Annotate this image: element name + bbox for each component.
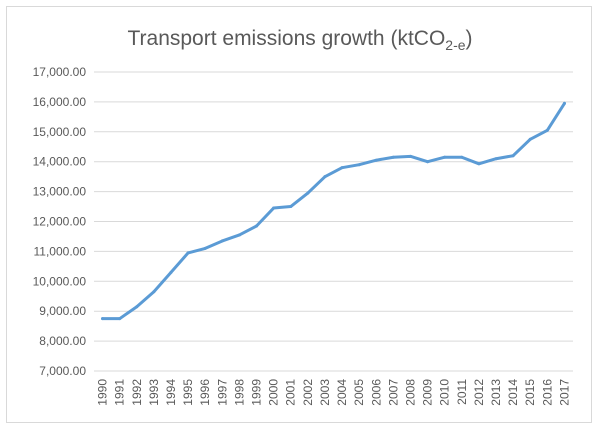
data-point (135, 305, 139, 309)
data-point (306, 191, 310, 195)
data-point (237, 233, 241, 237)
x-tick-label: 2007 (386, 379, 400, 406)
data-point (545, 128, 549, 132)
data-point (101, 317, 105, 321)
y-tick-label: 8,000.00 (39, 334, 86, 348)
x-tick-label: 1991 (113, 379, 127, 406)
chart-title-main: Transport emissions growth (ktCO (127, 27, 445, 50)
x-tick-label: 2009 (421, 379, 435, 406)
data-point (408, 154, 412, 158)
chart-title: Transport emissions growth (ktCO2-e) (127, 27, 472, 53)
data-point (528, 137, 532, 141)
data-point (477, 162, 481, 166)
y-tick-label: 14,000.00 (33, 155, 87, 169)
x-tick-label: 2011 (455, 379, 469, 405)
chart-title-subscript: 2-e (445, 37, 465, 53)
x-tick-label: 2000 (267, 379, 281, 406)
data-point (391, 155, 395, 159)
x-tick-label: 2005 (352, 379, 366, 406)
series-line (101, 101, 566, 321)
x-tick-label: 1999 (250, 379, 264, 406)
data-point (340, 166, 344, 170)
y-tick-label: 10,000.00 (33, 274, 87, 288)
data-point (323, 175, 327, 179)
x-tick-label: 1994 (164, 379, 178, 406)
data-point (562, 101, 566, 105)
x-tick-label: 1996 (198, 379, 212, 406)
data-point (203, 246, 207, 250)
data-point (186, 251, 190, 255)
x-tick-label: 2001 (284, 379, 298, 406)
x-tick-label: 1997 (215, 379, 229, 406)
data-point (289, 205, 293, 209)
y-tick-label: 13,000.00 (33, 185, 87, 199)
y-tick-label: 12,000.00 (33, 215, 87, 229)
x-tick-label: 2003 (318, 379, 332, 406)
x-tick-label: 2004 (335, 379, 349, 406)
x-tick-label: 2014 (506, 379, 520, 406)
data-point (374, 158, 378, 162)
y-tick-label: 15,000.00 (33, 125, 87, 139)
y-tick-label: 9,000.00 (39, 304, 86, 318)
data-point (220, 239, 224, 243)
x-tick-label: 2006 (369, 379, 383, 406)
x-tick-label: 1998 (232, 379, 246, 406)
x-tick-label: 1995 (181, 379, 195, 406)
y-axis-ticks: 7,000.00 8,000.00 9,000.00 10,000.00 11,000.… (33, 65, 87, 378)
x-tick-label: 2002 (301, 379, 315, 406)
emissions-line-chart: Transport emissions growth (ktCO2-e) 7,0… (33, 27, 573, 406)
x-tick-label: 2013 (489, 379, 503, 406)
data-point (169, 270, 173, 274)
gridlines (94, 71, 573, 372)
x-axis-ticks: 1990 1991 1992 1993 1994 1995 1996 1997 1998 1999… (96, 379, 572, 406)
data-point (255, 224, 259, 228)
x-tick-label: 1992 (130, 379, 144, 406)
chart-frame: Transport emissions growth (ktCO2-e) 7,0… (6, 6, 592, 423)
data-point (118, 317, 122, 321)
data-point (357, 163, 361, 167)
data-point (272, 206, 276, 210)
series-layer (101, 101, 566, 321)
y-tick-label: 7,000.00 (39, 364, 86, 378)
y-tick-label: 17,000.00 (33, 65, 87, 79)
data-point (511, 154, 515, 158)
data-point (460, 155, 464, 159)
chart-title-suffix: ) (466, 27, 473, 50)
data-point (443, 155, 447, 159)
x-tick-label: 2016 (540, 379, 554, 406)
x-tick-label: 2008 (403, 379, 417, 406)
data-point (426, 160, 430, 164)
y-tick-label: 11,000.00 (34, 244, 87, 258)
x-tick-label: 1990 (96, 379, 110, 406)
data-point (152, 290, 156, 294)
x-tick-label: 2010 (438, 379, 452, 406)
x-tick-label: 2017 (557, 379, 571, 406)
x-tick-label: 2012 (472, 379, 486, 406)
y-tick-label: 16,000.00 (33, 95, 87, 109)
data-point (494, 157, 498, 161)
x-tick-label: 1993 (147, 379, 161, 406)
x-tick-label: 2015 (523, 379, 537, 406)
